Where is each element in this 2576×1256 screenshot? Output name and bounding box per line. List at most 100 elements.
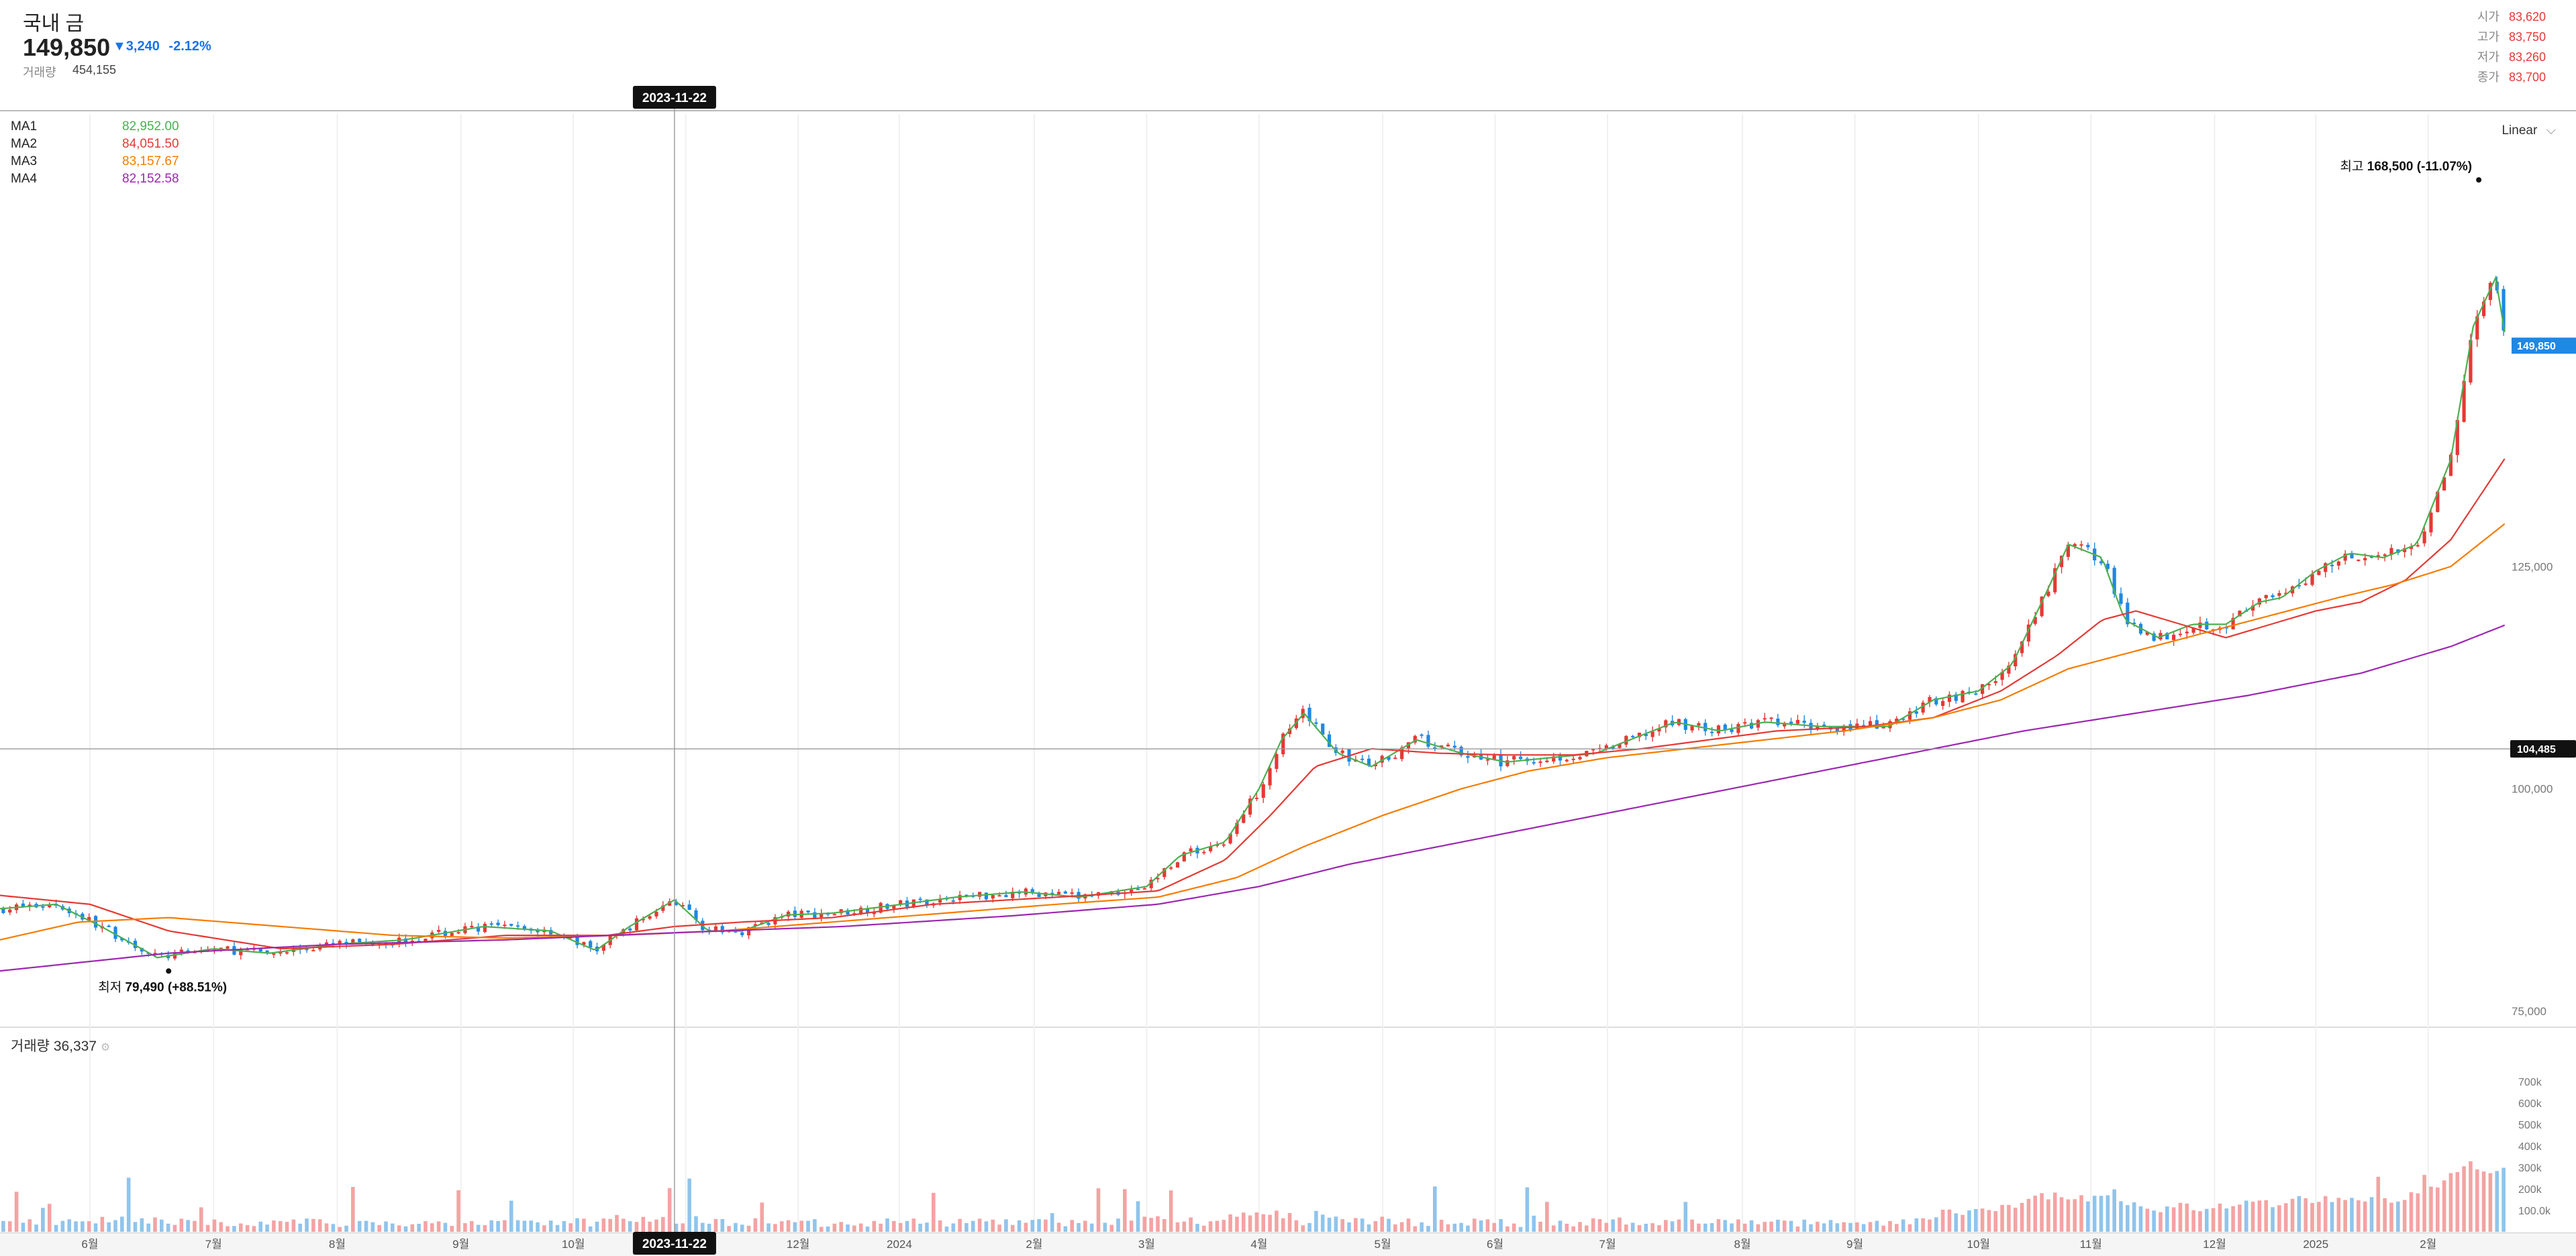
volume-bar	[2132, 1202, 2136, 1232]
volume-bar	[1340, 1219, 1344, 1232]
volume-bar	[707, 1223, 711, 1232]
volume-bar	[2323, 1196, 2328, 1232]
candle-body	[107, 925, 111, 927]
volume-bar	[1189, 1217, 1193, 1232]
volume-bar	[133, 1222, 138, 1232]
candle-body	[1, 907, 5, 913]
volume-bar	[199, 1207, 203, 1232]
candle-body	[865, 908, 870, 914]
candle-body	[2409, 546, 2414, 550]
volume-bar	[1993, 1211, 1998, 1232]
candle-body	[2040, 596, 2044, 617]
candle-body	[1901, 718, 1905, 720]
volume-bar	[1565, 1223, 1569, 1232]
volume-bar	[1940, 1210, 1945, 1232]
volume-bar	[1182, 1221, 1187, 1232]
candle-body	[1703, 723, 1707, 731]
candle-body	[1763, 718, 1767, 720]
last-price-tag	[2512, 337, 2576, 354]
volume-bar	[766, 1223, 771, 1232]
volume-bar	[1895, 1224, 1899, 1232]
volume-axis: 700k 600k 500k 400k 300k 200k 100.0k	[2518, 1077, 2551, 1217]
volume-bar	[226, 1226, 230, 1232]
candle-body	[2112, 568, 2116, 594]
volume-bar	[1505, 1226, 1509, 1232]
volume-bar	[146, 1223, 150, 1232]
volume-bar	[113, 1220, 117, 1232]
candle-body	[1842, 725, 1846, 732]
last-price-text: 149,850	[2517, 341, 2556, 352]
volume-bar	[1947, 1209, 1952, 1232]
volume-tick-label: 100.0k	[2518, 1206, 2551, 1217]
volume-bar	[140, 1218, 144, 1232]
candle-body	[1783, 723, 1787, 727]
volume-bar	[2277, 1205, 2281, 1232]
candle-body	[2014, 653, 2018, 667]
volume-bar	[28, 1219, 32, 1232]
candle-body	[2442, 477, 2446, 490]
volume-bar	[2336, 1198, 2341, 1232]
volume-bar	[1716, 1219, 1721, 1232]
candle-body	[1578, 757, 1582, 760]
candle-body	[2488, 282, 2493, 301]
volume-bar	[661, 1216, 665, 1232]
candle-body	[1512, 755, 1516, 760]
candle-body	[938, 898, 942, 903]
volume-bar	[515, 1220, 520, 1232]
volume-bar	[1037, 1219, 1041, 1232]
volume-bar	[1030, 1220, 1035, 1232]
volume-bar	[1070, 1220, 1075, 1232]
volume-bar	[172, 1224, 177, 1232]
volume-bar	[2462, 1166, 2466, 1232]
candle-body	[219, 947, 223, 949]
candle-body	[601, 944, 605, 951]
candle-body	[1816, 725, 1820, 730]
volume-bar	[2112, 1189, 2116, 1232]
volume-bar	[1670, 1221, 1675, 1232]
candle-body	[2277, 592, 2281, 596]
candle-body	[1222, 844, 1226, 846]
candle-body	[2462, 380, 2466, 422]
candle-body	[2481, 301, 2486, 317]
volume-bar	[430, 1223, 434, 1232]
candle-body	[846, 910, 850, 915]
volume-bar	[120, 1216, 124, 1232]
volume-bar	[1129, 1220, 1134, 1232]
volume-tick-label: 300k	[2518, 1163, 2542, 1174]
ohlc-high: 고가 83,750	[2477, 30, 2546, 44]
volume-bar	[1677, 1219, 1681, 1232]
candle-body	[1895, 719, 1899, 723]
candle-body	[41, 906, 45, 908]
candle-body	[370, 943, 375, 946]
candle-body	[2178, 633, 2183, 635]
candle-body	[1485, 759, 1490, 761]
candle-body	[172, 953, 177, 959]
volume-bar	[417, 1223, 421, 1232]
volume-bar	[2185, 1203, 2189, 1232]
volume-bar	[694, 1216, 698, 1232]
volume-tick-label: 600k	[2518, 1098, 2542, 1110]
candle-body	[515, 925, 520, 927]
volume-bar	[285, 1222, 289, 1232]
scale-dropdown[interactable]: Linear ⌵	[2501, 123, 2556, 138]
volume-bar	[2033, 1196, 2038, 1232]
candle-body	[1716, 725, 1721, 734]
volume-bar	[54, 1224, 58, 1232]
ohlc-low: 저가 83,260	[2477, 50, 2546, 64]
volume-bar	[1334, 1216, 1338, 1232]
volume-bar	[272, 1220, 276, 1232]
price-change-abs: ▼3,240	[113, 39, 160, 54]
candle-body	[1426, 735, 1430, 747]
candle-body	[1545, 760, 1549, 763]
settings-icon[interactable]: ⚙	[100, 1042, 111, 1053]
candle-body	[964, 894, 969, 896]
candle-body	[1182, 852, 1186, 861]
volume-bar	[2317, 1202, 2321, 1232]
candle-body	[258, 948, 262, 952]
candle-body	[925, 899, 929, 906]
candle-body	[193, 951, 197, 953]
volume-bar	[641, 1216, 646, 1232]
volume-bar	[2218, 1203, 2222, 1232]
volume-bar	[397, 1225, 401, 1232]
